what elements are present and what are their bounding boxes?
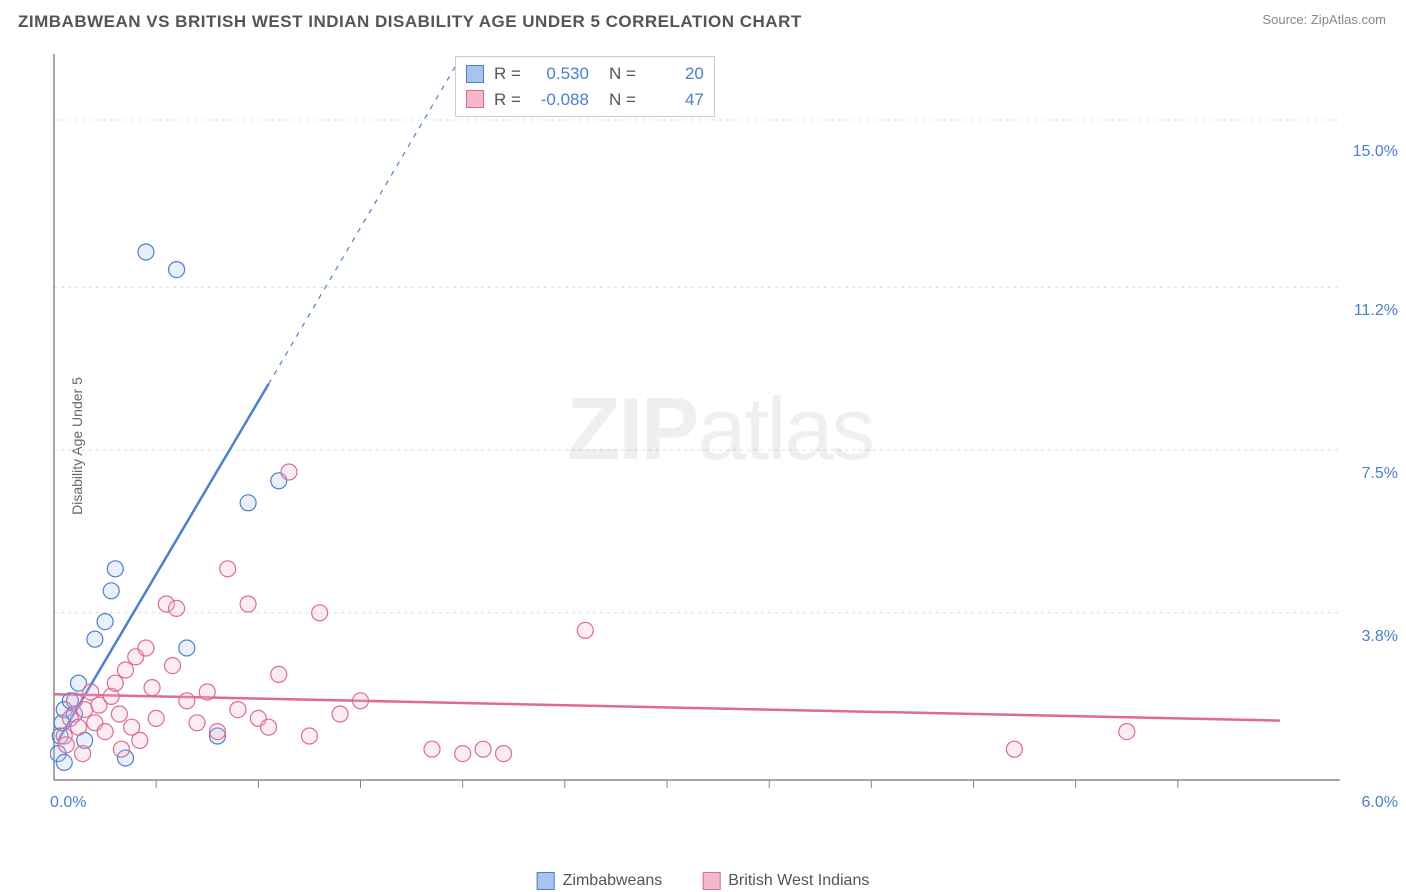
stat-row-bwi: R = -0.088 N = 47 [466, 87, 704, 113]
series-legend: Zimbabweans British West Indians [537, 872, 870, 890]
legend-item-zimbabweans: Zimbabweans [537, 872, 663, 890]
source-attribution: Source: ZipAtlas.com [1262, 12, 1386, 27]
stat-row-zimbabweans: R = 0.530 N = 20 [466, 61, 704, 87]
y-tick-label: 15.0% [1353, 143, 1398, 161]
legend-swatch-zimbabweans [537, 872, 555, 890]
y-tick-label: 11.2% [1354, 302, 1398, 320]
chart-title: ZIMBABWEAN VS BRITISH WEST INDIAN DISABI… [18, 12, 802, 32]
legend-item-bwi: British West Indians [702, 872, 869, 890]
swatch-zimbabweans [466, 65, 484, 83]
y-tick-label: 3.8% [1362, 628, 1398, 646]
scatter-chart [50, 50, 1340, 810]
x-min-label: 0.0% [50, 794, 86, 812]
legend-swatch-bwi [702, 872, 720, 890]
correlation-stats-box: R = 0.530 N = 20 R = -0.088 N = 47 [455, 56, 715, 117]
x-max-label: 6.0% [1362, 794, 1398, 812]
swatch-bwi [466, 90, 484, 108]
chart-container: ZIPatlas [50, 50, 1390, 840]
y-tick-label: 7.5% [1362, 465, 1398, 483]
